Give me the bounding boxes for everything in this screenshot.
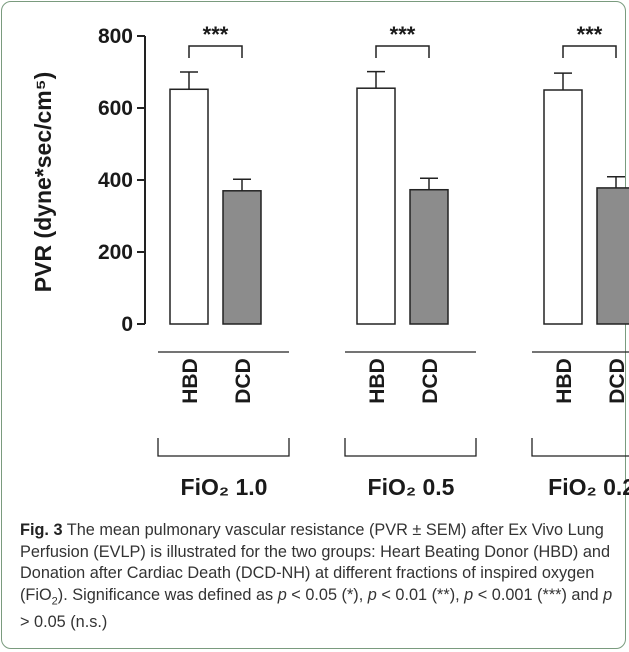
category-label: DCD bbox=[606, 358, 629, 404]
group-bracket bbox=[531, 438, 629, 457]
caption-segment: > 0.05 (n.s.) bbox=[20, 613, 108, 632]
caption-segment: < 0.05 (*), bbox=[286, 585, 368, 604]
group-label: FiO₂ 0.5 bbox=[368, 474, 455, 500]
y-tick-label: 600 bbox=[98, 97, 133, 120]
significance-label: *** bbox=[577, 22, 603, 47]
caption-segment: p bbox=[277, 585, 287, 604]
y-tick-label: 400 bbox=[98, 169, 133, 192]
category-label: HBD bbox=[553, 358, 576, 404]
bar-hbd bbox=[169, 88, 209, 325]
group-bracket bbox=[344, 438, 477, 457]
significance-label: *** bbox=[203, 22, 229, 47]
y-tick-label: 0 bbox=[121, 313, 133, 336]
bar-dcd bbox=[596, 187, 629, 325]
caption-segment: p bbox=[367, 585, 377, 604]
caption-segment: ). Significance was defined as bbox=[57, 585, 278, 604]
significance-label: *** bbox=[390, 22, 416, 47]
bar-dcd bbox=[409, 188, 449, 325]
caption-segment: < 0.001 (***) and bbox=[473, 585, 604, 604]
caption-segment: The mean pulmonary vascular resistance (… bbox=[20, 521, 611, 604]
y-tick-label: 200 bbox=[98, 241, 133, 264]
bar-dcd bbox=[222, 190, 262, 325]
group-bracket bbox=[157, 438, 290, 457]
category-label: HBD bbox=[366, 358, 389, 404]
caption-segment: p bbox=[464, 585, 474, 604]
figure-caption: Fig. 3 The mean pulmonary vascular resis… bbox=[20, 520, 620, 634]
significance-bracket bbox=[562, 45, 617, 58]
significance-bracket bbox=[188, 45, 243, 58]
caption-segment: p bbox=[603, 585, 613, 604]
significance-bracket bbox=[375, 45, 430, 58]
y-tick-label: 800 bbox=[98, 25, 133, 48]
y-axis-label: PVR (dyne*sec/cm⁵) bbox=[30, 72, 56, 292]
caption-text: The mean pulmonary vascular resistance (… bbox=[20, 521, 612, 631]
group-label: FiO₂ 0.21 bbox=[548, 474, 629, 500]
caption-segment: < 0.01 (**), bbox=[376, 585, 465, 604]
caption-label: Fig. 3 bbox=[20, 521, 63, 539]
caption-segment: 2 bbox=[51, 594, 58, 607]
category-label: HBD bbox=[179, 358, 202, 404]
category-label: DCD bbox=[232, 358, 255, 404]
bar-hbd bbox=[543, 89, 583, 325]
group-label: FiO₂ 1.0 bbox=[181, 474, 268, 500]
category-label: DCD bbox=[419, 358, 442, 404]
bar-chart: 0 200 400 600 800 PVR (dyne*sec/cm⁵) HBD DCD ***… bbox=[30, 22, 629, 500]
bar-hbd bbox=[356, 87, 396, 325]
